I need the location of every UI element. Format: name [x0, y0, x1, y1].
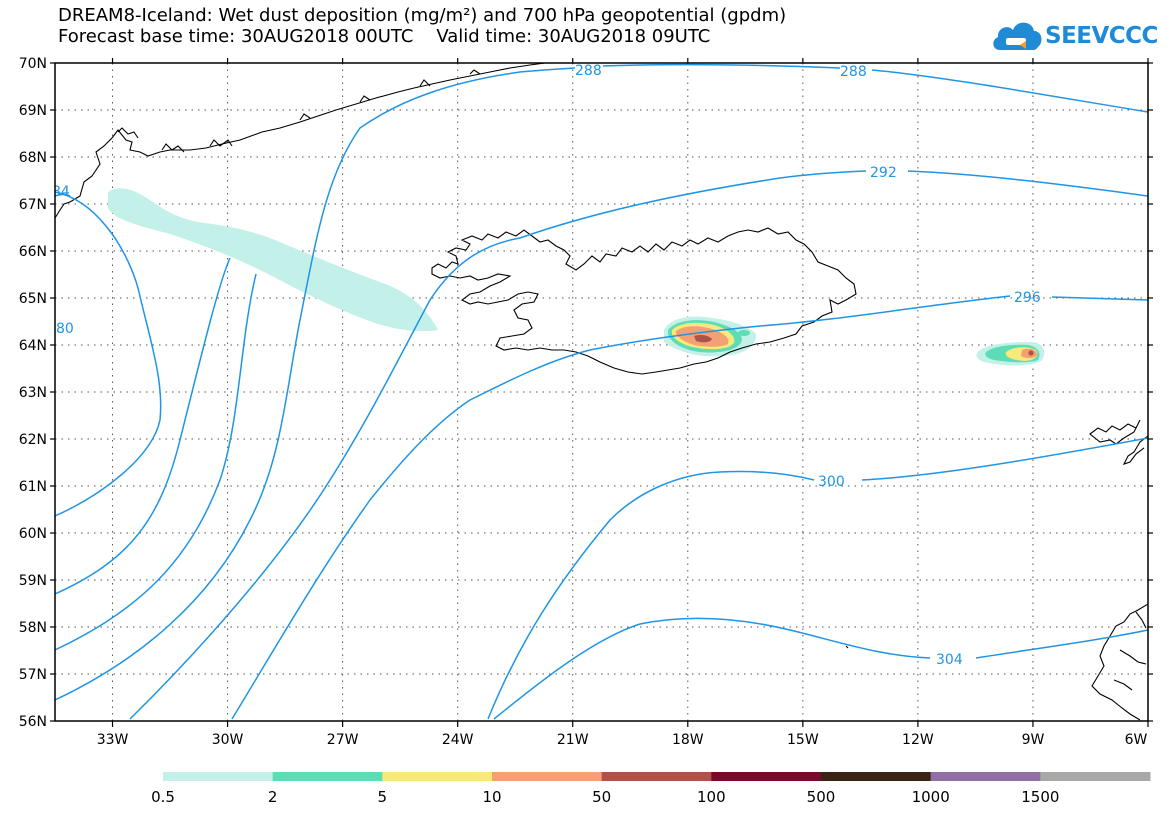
legend-swatch	[382, 772, 493, 781]
coastlines	[55, 63, 1148, 721]
iceland-coast	[431, 227, 857, 375]
legend-swatch	[163, 772, 274, 781]
lon-tick-label: 6W	[1125, 732, 1148, 748]
lat-tick-label: 61N	[19, 479, 47, 495]
legend-swatch	[930, 772, 1041, 781]
map-title-line-2: Forecast base time: 30AUG2018 00UTC Vali…	[58, 26, 711, 47]
shetland-coast	[1122, 435, 1148, 465]
small-island	[845, 645, 849, 649]
contour-label-292: 292	[870, 165, 897, 181]
legend-swatch	[821, 772, 932, 781]
contour-label-288b: 288	[840, 64, 867, 80]
faroe-islands	[1089, 419, 1141, 445]
lon-tick-label: 27W	[327, 732, 359, 748]
legend-swatch	[272, 772, 383, 781]
lat-tick-label: 56N	[19, 714, 47, 730]
legend-label: 1500	[1021, 788, 1059, 806]
scotland-coast	[1091, 603, 1148, 721]
legend-swatch	[492, 772, 603, 781]
contour-label-288a: 288	[575, 63, 602, 79]
contour-296	[231, 295, 1011, 720]
greenland-coast	[55, 63, 546, 219]
contour-300-right	[861, 437, 1148, 481]
dust-patch-south-iceland	[664, 316, 757, 357]
lon-tick-label: 21W	[557, 732, 589, 748]
lat-tick-label: 64N	[19, 338, 47, 354]
lat-tick-label: 58N	[19, 620, 47, 636]
lat-tick-label: 66N	[19, 244, 47, 260]
contour-label-84: 84	[52, 184, 70, 200]
legend-label: 50	[592, 788, 611, 806]
lon-tick-label: 12W	[902, 732, 934, 748]
cloud-icon	[993, 22, 1042, 50]
contour-296-right	[1051, 296, 1148, 301]
axis-ticks	[50, 58, 1153, 727]
latitude-labels: 70N 69N 68N 67N 66N 65N 64N 63N 62N 61N 60N 59N 58N 5…	[19, 56, 47, 730]
legend-label: 5	[378, 788, 388, 806]
contour-label-300: 300	[818, 474, 845, 490]
lon-tick-label: 9W	[1022, 732, 1045, 748]
lat-tick-label: 67N	[19, 197, 47, 213]
longitude-labels: 33W 30W 27W 24W 21W 18W 15W 12W 9W 6W	[97, 732, 1148, 748]
contour-west-2	[55, 273, 257, 651]
lat-tick-label: 59N	[19, 573, 47, 589]
legend-swatch	[601, 772, 712, 781]
legend-label: 2	[268, 788, 278, 806]
legend-swatch	[1040, 772, 1151, 781]
contour-label-304: 304	[936, 652, 963, 668]
contour-label-296: 296	[1014, 290, 1041, 306]
contour-304	[493, 617, 931, 720]
logo-text: SEEVCCC	[1045, 23, 1158, 49]
map-title-line-1: DREAM8-Iceland: Wet dust deposition (mg/…	[58, 5, 787, 26]
contour-304-right	[975, 629, 1148, 659]
legend-label: 500	[807, 788, 836, 806]
contour-labels: 288 288 292 296 300 304 80 84	[52, 63, 1041, 668]
contour-300	[487, 470, 815, 720]
lat-tick-label: 60N	[19, 526, 47, 542]
lon-tick-label: 24W	[442, 732, 474, 748]
legend-swatch	[711, 772, 822, 781]
seevccc-logo: SEEVCCC	[990, 14, 1160, 58]
lat-tick-label: 65N	[19, 291, 47, 307]
color-legend: 0.5 2 5 10 50 100 500 1000 1500	[151, 772, 1151, 806]
greenland-coast-detail	[117, 69, 481, 153]
dust-plume-west	[108, 188, 438, 332]
lon-tick-label: 33W	[97, 732, 129, 748]
lon-tick-label: 15W	[787, 732, 819, 748]
gridlines	[55, 63, 1148, 721]
geopotential-contours	[55, 63, 1148, 720]
lat-tick-label: 62N	[19, 432, 47, 448]
legend-label: 10	[482, 788, 501, 806]
dust-patch-east	[976, 342, 1045, 366]
contour-288-far	[871, 69, 1148, 113]
dust-deposition-field	[108, 188, 1045, 366]
lat-tick-label: 70N	[19, 56, 47, 72]
lat-tick-label: 63N	[19, 385, 47, 401]
contour-292	[129, 170, 867, 720]
lat-tick-label: 68N	[19, 150, 47, 166]
legend-label: 1000	[912, 788, 950, 806]
contour-west-1	[55, 257, 231, 595]
contour-label-80: 80	[56, 321, 74, 337]
lat-tick-label: 69N	[19, 103, 47, 119]
lon-tick-label: 18W	[672, 732, 704, 748]
contour-292-right	[907, 170, 1148, 197]
legend-label: 0.5	[151, 788, 175, 806]
lon-tick-label: 30W	[212, 732, 244, 748]
contour-288-right	[602, 63, 841, 69]
contour-80	[55, 191, 162, 517]
legend-label: 100	[697, 788, 726, 806]
lat-tick-label: 57N	[19, 667, 47, 683]
contour-west-3	[55, 67, 576, 701]
